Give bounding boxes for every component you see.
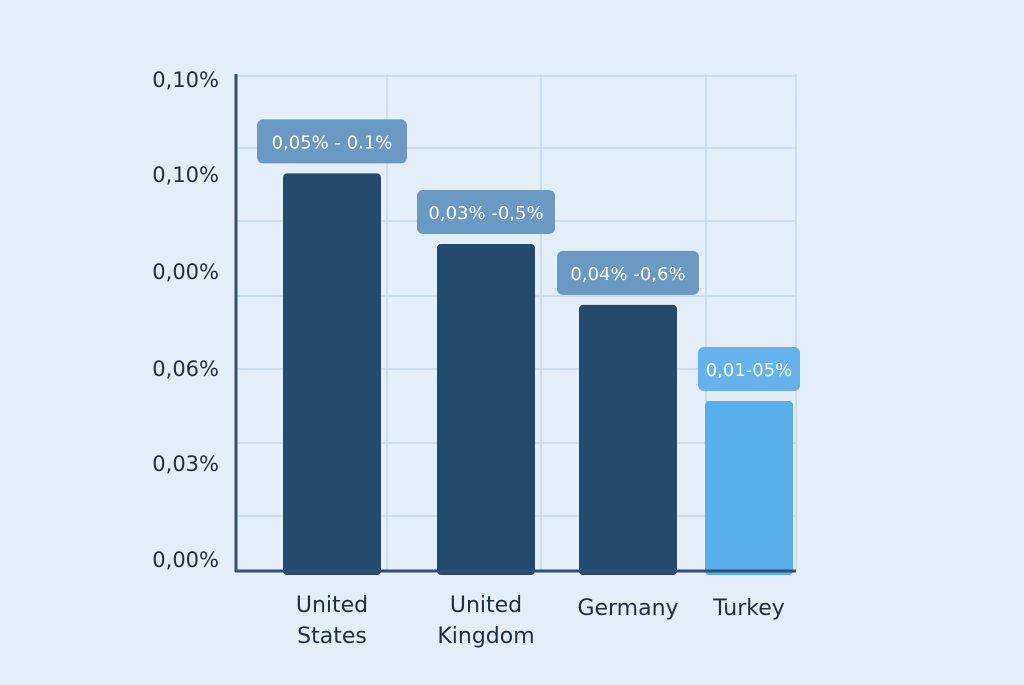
axes <box>234 74 796 573</box>
data-label-box <box>557 250 699 295</box>
x-category-label: United Kingdom <box>437 593 534 649</box>
data-label-text: 0,04% -0,6% <box>570 264 685 285</box>
bar <box>705 401 793 575</box>
y-tick-label: 0,03% <box>152 452 219 476</box>
data-label: 0,05% - 0.1% <box>257 119 407 164</box>
data-label-text: 0,05% - 0.1% <box>272 132 393 153</box>
y-axis-tick-labels: 0,00% 0,03% 0,06% 0,00% 0,10% 0,10% <box>152 68 219 572</box>
y-tick-label: 0,10% <box>152 68 219 92</box>
data-label: 0,03% -0,5% <box>417 189 555 234</box>
data-label: 0,01-05% <box>698 347 800 392</box>
bars <box>283 173 793 575</box>
y-tick-label: 0,00% <box>152 548 219 572</box>
y-tick-label: 0,06% <box>152 357 219 381</box>
x-category-label: United States <box>296 593 368 649</box>
data-label-text: 0,03% -0,5% <box>428 203 543 224</box>
data-labels: 0,05% - 0.1% 0,03% -0,5% 0,04% -0,6% 0,01-0… <box>257 119 800 392</box>
data-label-text: 0,01-05% <box>706 360 793 381</box>
data-label-box <box>257 119 407 164</box>
bar <box>437 243 535 575</box>
bar <box>283 173 381 575</box>
x-axis-category-labels: United States United Kingdom Germany Turkey <box>296 593 785 649</box>
x-category-label: Germany <box>577 596 678 621</box>
data-label-box <box>698 347 800 392</box>
bar <box>579 304 677 575</box>
data-label: 0,04% -0,6% <box>557 250 699 295</box>
y-tick-label: 0,10% <box>152 163 219 187</box>
x-category-label: Turkey <box>712 596 785 621</box>
y-tick-label: 0,00% <box>152 260 219 284</box>
data-label-box <box>417 189 555 234</box>
